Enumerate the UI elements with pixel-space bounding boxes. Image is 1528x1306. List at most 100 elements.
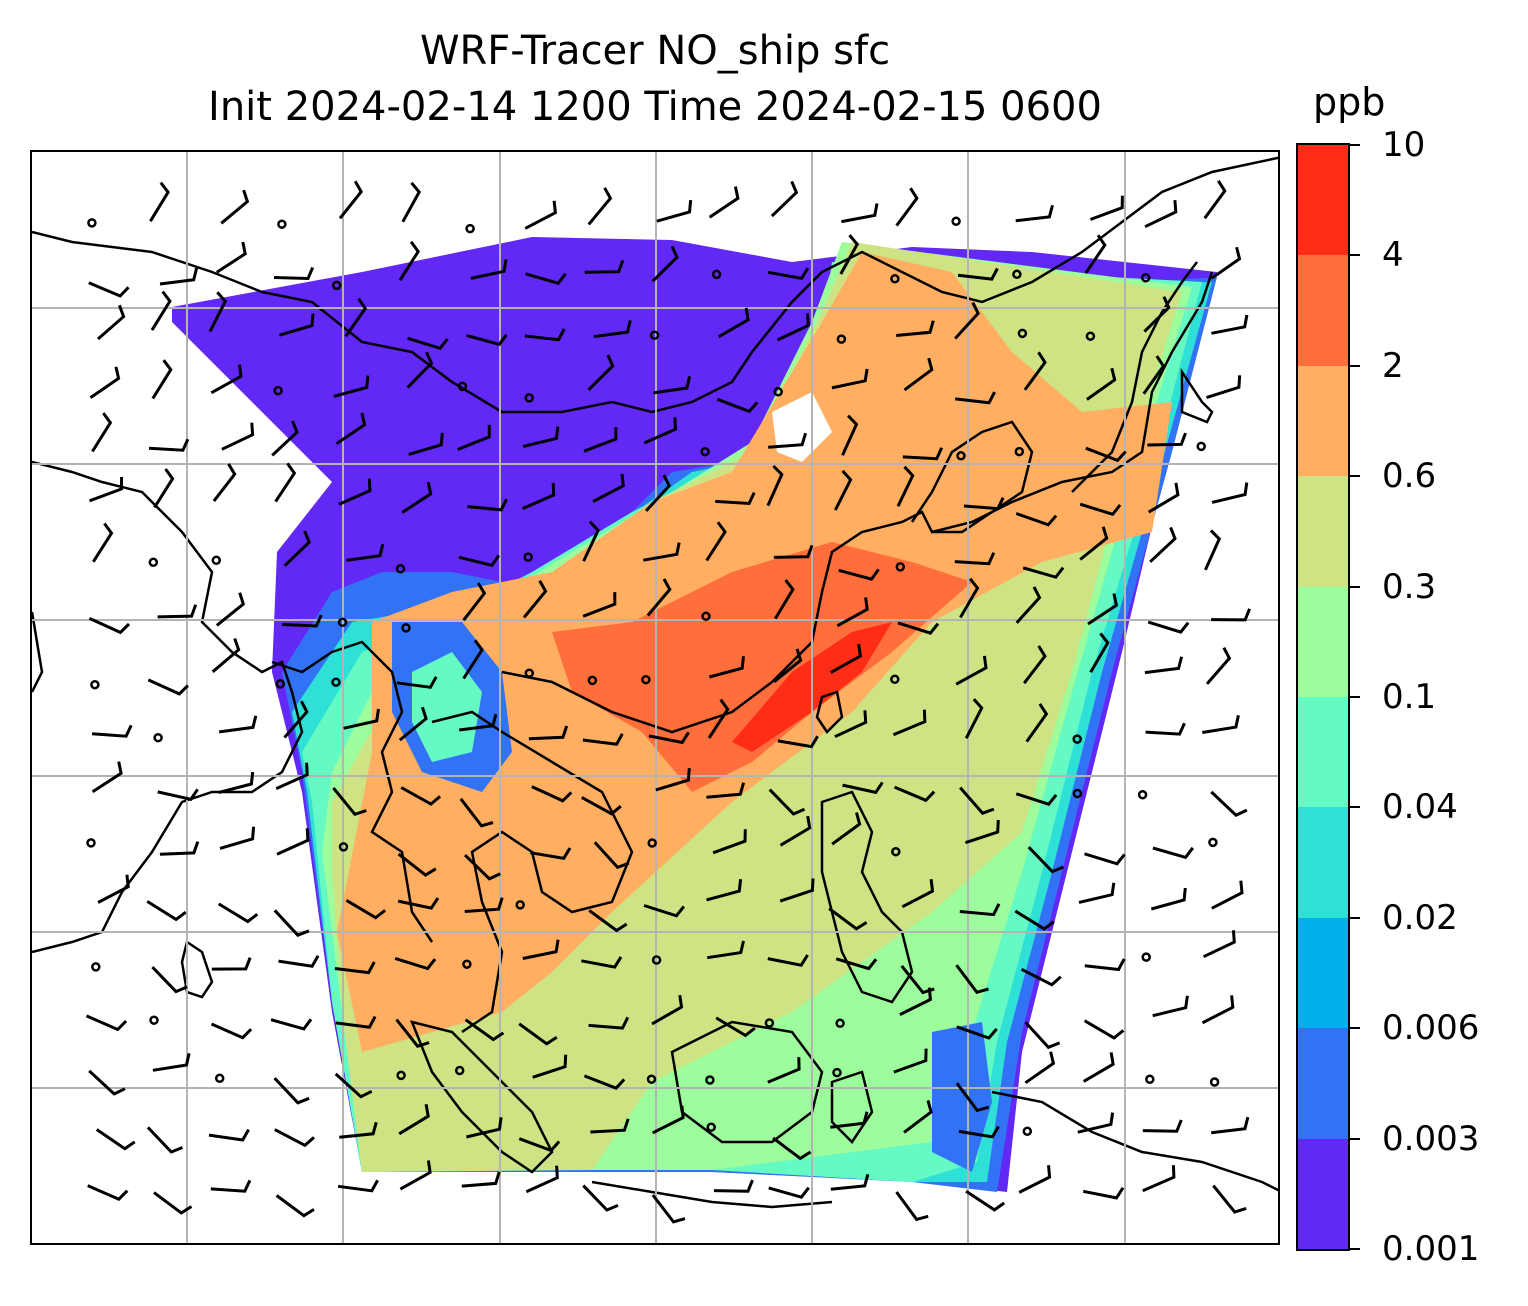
coastline-korea <box>910 420 1034 534</box>
wind-barb <box>1079 526 1109 561</box>
wind-barb <box>397 852 437 877</box>
wind-barb <box>707 698 730 739</box>
wind-barb <box>583 1074 626 1090</box>
wind-barb <box>959 786 995 815</box>
colorbar-unit-label: ppb <box>1313 80 1386 124</box>
wind-barb <box>91 724 133 738</box>
wind-barb <box>459 797 494 828</box>
wind-barb <box>1145 722 1186 736</box>
calm-wind-circle <box>895 562 906 572</box>
wind-barb <box>87 1184 129 1201</box>
wind-barb <box>779 815 812 847</box>
wind-barb <box>959 903 1001 917</box>
wind-barb <box>1078 882 1116 904</box>
calm-wind-circle <box>1085 331 1096 341</box>
wind-barb <box>959 577 980 619</box>
wind-barb <box>828 907 868 931</box>
wind-barb <box>273 1077 310 1105</box>
wind-barb <box>91 761 123 794</box>
wind-barb <box>1211 482 1249 504</box>
wind-barb <box>1024 1021 1061 1050</box>
wind-barb <box>159 267 199 286</box>
wind-barb <box>957 267 999 281</box>
wind-barb <box>955 655 988 686</box>
wind-barb <box>831 812 862 846</box>
calm-wind-circle <box>956 451 966 461</box>
wind-barb <box>333 375 370 398</box>
wind-barb <box>400 786 442 806</box>
wind-barb <box>716 397 759 414</box>
calm-wind-circle <box>277 219 287 229</box>
wind-barb <box>219 715 258 734</box>
wind-barb <box>339 1121 378 1139</box>
wind-barb <box>210 364 243 395</box>
colorbar-band <box>1298 586 1348 697</box>
wind-barb <box>276 828 310 856</box>
wind-barb <box>274 1128 315 1148</box>
wind-barb <box>1079 502 1122 517</box>
wind-barb <box>470 259 508 280</box>
wind-barb <box>525 1165 559 1194</box>
wind-barb <box>464 1018 505 1042</box>
wind-barb <box>587 187 613 226</box>
wind-barb <box>524 328 566 342</box>
wind-barb <box>1201 995 1235 1025</box>
wind-barb <box>648 731 690 745</box>
calm-wind-circle <box>1072 734 1082 744</box>
wind-barb <box>593 320 632 339</box>
colorbar-tick-label: 0.003 <box>1382 1118 1480 1159</box>
wind-barb <box>1203 179 1227 220</box>
coastline-sulawesi <box>830 1070 874 1144</box>
calm-wind-circle <box>90 679 100 690</box>
wind-barb <box>406 351 434 389</box>
calm-wind-circle <box>401 623 411 633</box>
wind-barb <box>208 291 228 333</box>
calm-wind-circle <box>951 216 961 227</box>
wind-barb <box>643 904 686 918</box>
colorbar-tick-label: 0.02 <box>1382 897 1458 938</box>
calm-wind-circle <box>649 330 660 340</box>
calm-wind-circle <box>764 1018 775 1028</box>
wind-barb <box>463 854 501 881</box>
wind-barb <box>210 1179 252 1193</box>
wind-barb <box>774 579 795 620</box>
calm-wind-circle <box>1141 952 1151 962</box>
wind-barb <box>467 498 508 512</box>
wind-barb <box>583 427 618 453</box>
wind-barb <box>651 245 679 283</box>
wind-barb <box>147 678 189 696</box>
calm-wind-circle <box>1140 273 1151 283</box>
wind-barb <box>524 200 558 230</box>
wind-barb <box>706 782 746 799</box>
wind-barb <box>146 900 187 922</box>
wind-barb <box>1023 351 1047 391</box>
coastlines <box>32 156 1278 1209</box>
wind-barb <box>712 829 747 855</box>
calm-wind-circle <box>211 555 222 566</box>
colorbar-band <box>1298 365 1348 477</box>
wind-barb <box>903 357 934 392</box>
wind-barb <box>708 186 740 219</box>
wind-barb <box>1015 204 1054 223</box>
tracer-concentration-field <box>172 237 1217 1192</box>
map-title-line2: Init 2024-02-14 1200 Time 2024-02-15 060… <box>208 84 1102 130</box>
colorbar-tick-label: 0.006 <box>1382 1008 1480 1049</box>
wind-barb <box>897 621 940 635</box>
coastline-india <box>32 460 304 954</box>
wind-barb <box>838 568 880 581</box>
wind-barb <box>343 708 380 730</box>
wind-barb <box>1082 1186 1125 1200</box>
wind-barb <box>1018 1165 1052 1194</box>
wind-barb <box>584 259 625 274</box>
wind-barb <box>1143 296 1171 333</box>
colorbar-band <box>1298 476 1348 587</box>
calm-wind-circle <box>338 842 349 852</box>
wind-barb <box>211 957 252 971</box>
wind-barb <box>518 1137 561 1153</box>
wind-barb <box>151 359 173 400</box>
wind-barb <box>1084 852 1126 866</box>
wind-barb <box>215 241 247 274</box>
wind-barb <box>522 426 560 448</box>
wind-barb <box>655 767 691 792</box>
calm-wind-circle <box>214 1073 225 1084</box>
